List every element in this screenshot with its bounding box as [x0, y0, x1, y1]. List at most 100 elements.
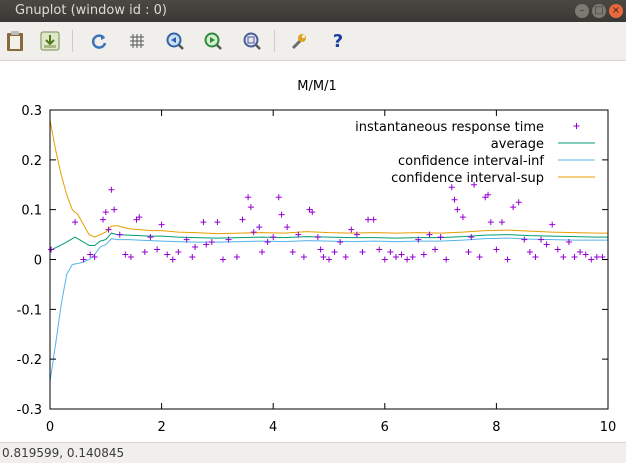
y-tick-label: 0	[34, 254, 42, 269]
toolbar-separator	[72, 30, 73, 52]
x-tick-label: 2	[157, 420, 165, 435]
data-point	[526, 249, 533, 256]
data-point	[376, 246, 383, 253]
x-tick-label: 0	[46, 420, 54, 435]
data-point	[108, 186, 115, 193]
maximize-button[interactable]: □	[592, 4, 606, 18]
data-point	[521, 236, 528, 243]
x-tick-label: 8	[492, 420, 500, 435]
data-point	[175, 249, 182, 256]
data-point	[532, 254, 539, 261]
data-point	[468, 234, 475, 241]
data-point	[353, 231, 360, 238]
clipboard-icon[interactable]	[2, 28, 28, 54]
legend-label: confidence interval-inf	[398, 154, 544, 169]
data-point	[214, 219, 221, 226]
data-point	[203, 241, 210, 248]
data-point	[365, 216, 372, 223]
window-title: Gnuplot (window id : 0)	[15, 3, 167, 18]
data-point	[342, 254, 349, 261]
print-icon[interactable]	[37, 28, 63, 54]
data-point	[571, 254, 578, 261]
data-point	[398, 251, 405, 258]
y-tick-label: 0.3	[21, 104, 42, 119]
data-point	[543, 241, 550, 248]
data-point	[415, 236, 422, 243]
data-point	[183, 236, 190, 243]
data-point	[239, 216, 246, 223]
autoscale-icon[interactable]	[239, 28, 265, 54]
data-point	[370, 216, 377, 223]
data-point	[554, 246, 561, 253]
data-point	[476, 254, 483, 261]
data-point	[154, 246, 161, 253]
data-point	[510, 204, 517, 211]
options-icon[interactable]	[286, 28, 312, 54]
data-point	[381, 256, 388, 263]
data-point	[105, 226, 112, 233]
data-point	[582, 251, 589, 258]
data-point	[264, 239, 271, 246]
data-point	[147, 234, 154, 241]
data-point	[116, 231, 123, 238]
x-tick-label: 6	[381, 420, 389, 435]
legend-marker	[573, 123, 580, 129]
data-point	[409, 254, 416, 261]
data-point	[169, 256, 176, 263]
legend-label: confidence interval-sup	[391, 171, 544, 186]
data-point	[348, 226, 355, 233]
data-point	[504, 256, 511, 263]
data-point	[471, 181, 478, 188]
data-point	[443, 256, 450, 263]
data-point	[459, 214, 466, 221]
data-point	[577, 249, 584, 256]
data-point	[192, 244, 199, 251]
window-titlebar: Gnuplot (window id : 0) – □ ×	[0, 0, 626, 22]
data-point	[250, 229, 257, 236]
data-point	[219, 256, 226, 263]
data-point	[437, 234, 444, 241]
data-point	[111, 206, 118, 213]
data-point	[309, 209, 316, 216]
data-point	[278, 211, 285, 218]
y-tick-label: -0.2	[17, 353, 42, 368]
data-point	[359, 249, 366, 256]
y-tick-label: -0.3	[17, 403, 42, 418]
toolbar: ?	[0, 22, 626, 61]
y-tick-label: 0.1	[21, 204, 42, 219]
data-point	[270, 234, 277, 241]
data-point	[136, 214, 143, 221]
plot-area[interactable]: M/M/1 -0.3 -0.2 -0.1 0 0.1 0.2 0.3 0 2 4 6 8 10 instan…	[0, 61, 626, 442]
data-point	[189, 254, 196, 261]
toolbar-separator	[274, 30, 275, 52]
grid-icon[interactable]	[124, 28, 150, 54]
zoom-previous-icon[interactable]	[162, 28, 188, 54]
data-point	[141, 249, 148, 256]
zoom-next-icon[interactable]	[200, 28, 226, 54]
close-button[interactable]: ×	[609, 4, 623, 18]
help-icon[interactable]: ?	[332, 30, 344, 52]
data-point	[485, 191, 492, 198]
legend-label: average	[491, 137, 544, 152]
data-point	[465, 249, 472, 256]
data-point	[100, 216, 107, 223]
data-point	[295, 231, 302, 238]
data-point	[387, 249, 394, 256]
data-point	[320, 254, 327, 261]
data-point	[87, 251, 94, 258]
data-point	[432, 246, 439, 253]
data-point	[404, 256, 411, 263]
data-point	[560, 254, 567, 261]
data-point	[588, 256, 595, 263]
data-point	[284, 224, 291, 231]
data-point	[200, 219, 207, 226]
data-point	[208, 239, 215, 246]
data-point	[454, 206, 461, 213]
minimize-button[interactable]: –	[575, 4, 589, 18]
data-point	[72, 219, 79, 226]
data-point	[392, 254, 399, 261]
data-point	[498, 219, 505, 226]
data-point	[102, 209, 109, 216]
replot-icon[interactable]	[86, 28, 112, 54]
data-point	[247, 204, 254, 211]
